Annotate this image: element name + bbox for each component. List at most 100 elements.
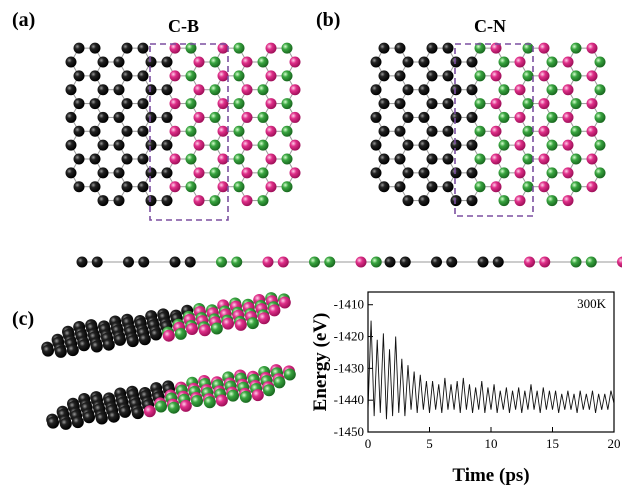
atom xyxy=(426,181,438,193)
atom xyxy=(498,111,510,123)
atom xyxy=(514,167,526,179)
atom xyxy=(265,181,277,193)
atom xyxy=(209,195,221,207)
atom xyxy=(586,98,598,110)
atom xyxy=(384,256,396,268)
atom xyxy=(54,345,67,358)
atom xyxy=(378,98,390,110)
atom xyxy=(265,98,277,110)
atom xyxy=(562,195,574,207)
atom xyxy=(442,42,454,54)
atom xyxy=(586,153,598,165)
atom xyxy=(418,167,430,179)
atom xyxy=(263,384,276,397)
atom xyxy=(522,153,534,165)
atom xyxy=(402,139,414,151)
atom xyxy=(281,125,293,137)
atom xyxy=(185,98,197,110)
atom xyxy=(594,84,606,96)
atom xyxy=(289,56,301,68)
atom xyxy=(210,322,223,335)
atom xyxy=(546,56,558,68)
atom xyxy=(102,338,115,351)
atom xyxy=(209,84,221,96)
atom xyxy=(65,167,77,179)
atom xyxy=(193,139,205,151)
atom xyxy=(241,167,253,179)
atom xyxy=(538,153,550,165)
atom xyxy=(193,56,205,68)
atom xyxy=(370,56,382,68)
atom xyxy=(524,256,535,268)
atom xyxy=(514,139,526,151)
atom xyxy=(289,139,301,151)
atom xyxy=(474,98,486,110)
atom xyxy=(490,70,502,82)
atom xyxy=(514,111,526,123)
atom xyxy=(562,111,574,123)
atom xyxy=(258,312,271,325)
panel-label: (c) xyxy=(12,308,34,330)
atom xyxy=(257,111,269,123)
atom xyxy=(546,167,558,179)
atom xyxy=(121,70,133,82)
atom xyxy=(137,98,149,110)
atom xyxy=(161,167,173,179)
atomic-structures xyxy=(41,42,622,430)
panel-title: C-B xyxy=(168,16,199,36)
atom xyxy=(83,411,96,424)
atom xyxy=(241,111,253,123)
atom xyxy=(538,42,550,54)
atom xyxy=(281,98,293,110)
atom xyxy=(216,256,227,268)
atom xyxy=(394,70,406,82)
atom xyxy=(97,167,109,179)
atom xyxy=(418,84,430,96)
atom xyxy=(150,328,163,341)
atom xyxy=(289,111,301,123)
atom xyxy=(121,98,133,110)
atom xyxy=(65,84,77,96)
atom xyxy=(490,153,502,165)
atom xyxy=(137,70,149,82)
atom xyxy=(273,376,286,389)
atom xyxy=(234,318,247,331)
atom xyxy=(426,98,438,110)
atom xyxy=(161,111,173,123)
atom xyxy=(137,181,149,193)
atom xyxy=(442,181,454,193)
atom xyxy=(89,125,101,137)
atom xyxy=(281,153,293,165)
atom xyxy=(73,70,85,82)
atom xyxy=(355,256,367,268)
atom xyxy=(193,84,205,96)
interface-box xyxy=(454,43,534,217)
panel-title: C-N xyxy=(474,16,506,36)
atom xyxy=(586,42,598,54)
atom xyxy=(185,70,197,82)
atom xyxy=(546,139,558,151)
atom xyxy=(378,153,390,165)
x-tick-label: 15 xyxy=(546,436,559,451)
atom xyxy=(490,125,502,137)
atom xyxy=(442,70,454,82)
atom xyxy=(281,70,293,82)
atom xyxy=(169,70,181,82)
atom xyxy=(426,125,438,137)
atom xyxy=(378,70,390,82)
atom xyxy=(402,56,414,68)
atom xyxy=(378,181,390,193)
atom xyxy=(450,56,462,68)
atom xyxy=(78,339,91,352)
atom xyxy=(97,56,109,68)
atom xyxy=(246,317,259,330)
y-tick-label: -1410 xyxy=(334,297,364,312)
atom xyxy=(185,181,197,193)
atom xyxy=(65,139,77,151)
atom xyxy=(97,84,109,96)
atom xyxy=(257,167,269,179)
atom xyxy=(562,139,574,151)
atom xyxy=(191,395,204,408)
atom xyxy=(217,70,229,82)
atom xyxy=(257,195,269,207)
